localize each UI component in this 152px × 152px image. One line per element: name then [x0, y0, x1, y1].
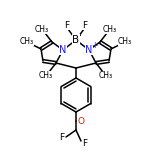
Text: CH₃: CH₃ — [20, 36, 34, 45]
Text: N: N — [85, 45, 93, 55]
Text: +: + — [91, 40, 97, 50]
Text: CH₃: CH₃ — [35, 24, 49, 33]
Text: F: F — [59, 133, 65, 143]
Text: CH₃: CH₃ — [103, 24, 117, 33]
Text: F: F — [82, 21, 88, 29]
Text: O: O — [78, 116, 85, 126]
Text: CH₃: CH₃ — [39, 71, 53, 81]
Text: F: F — [82, 140, 88, 149]
Text: B: B — [73, 35, 79, 45]
Text: N: N — [59, 45, 67, 55]
Text: F: F — [64, 21, 70, 29]
Text: ·: · — [79, 31, 82, 41]
Text: CH₃: CH₃ — [118, 36, 132, 45]
Text: CH₃: CH₃ — [99, 71, 113, 81]
